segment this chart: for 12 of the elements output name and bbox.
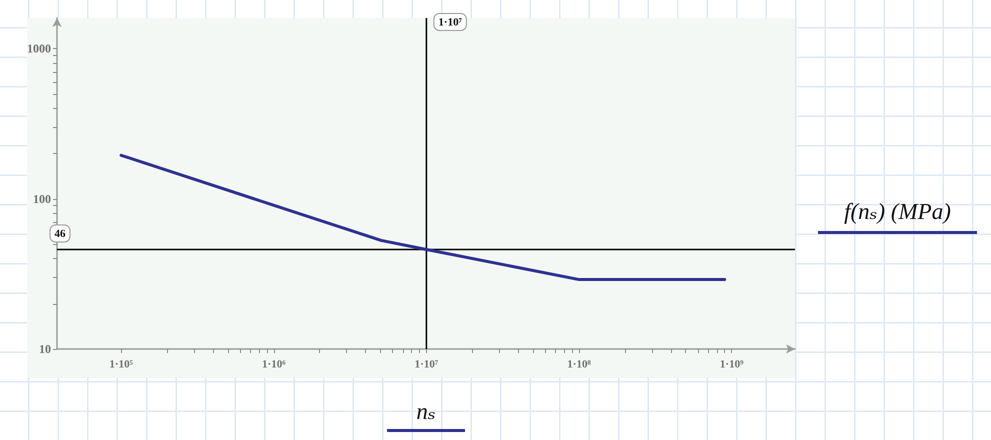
x-tick-label: 1·10⁶ bbox=[262, 358, 286, 370]
x-axis-title: nₛ bbox=[387, 398, 465, 432]
y-tick-label: 1000 bbox=[27, 42, 51, 56]
x-tick-label: 1·10⁹ bbox=[720, 358, 744, 370]
x-tick-label: 1·10⁸ bbox=[567, 358, 592, 370]
y-tick-label: 10 bbox=[39, 342, 51, 356]
y-axis-title: f(nₛ) (MPa) bbox=[818, 198, 977, 234]
x-tick-label: 1·10⁵ bbox=[109, 358, 134, 370]
ref-line-label: 1·10⁷ bbox=[438, 16, 463, 28]
y-tick-label: 100 bbox=[33, 192, 51, 206]
x-tick-label: 1·10⁷ bbox=[414, 358, 439, 370]
ref-line-label: 46 bbox=[54, 228, 66, 240]
